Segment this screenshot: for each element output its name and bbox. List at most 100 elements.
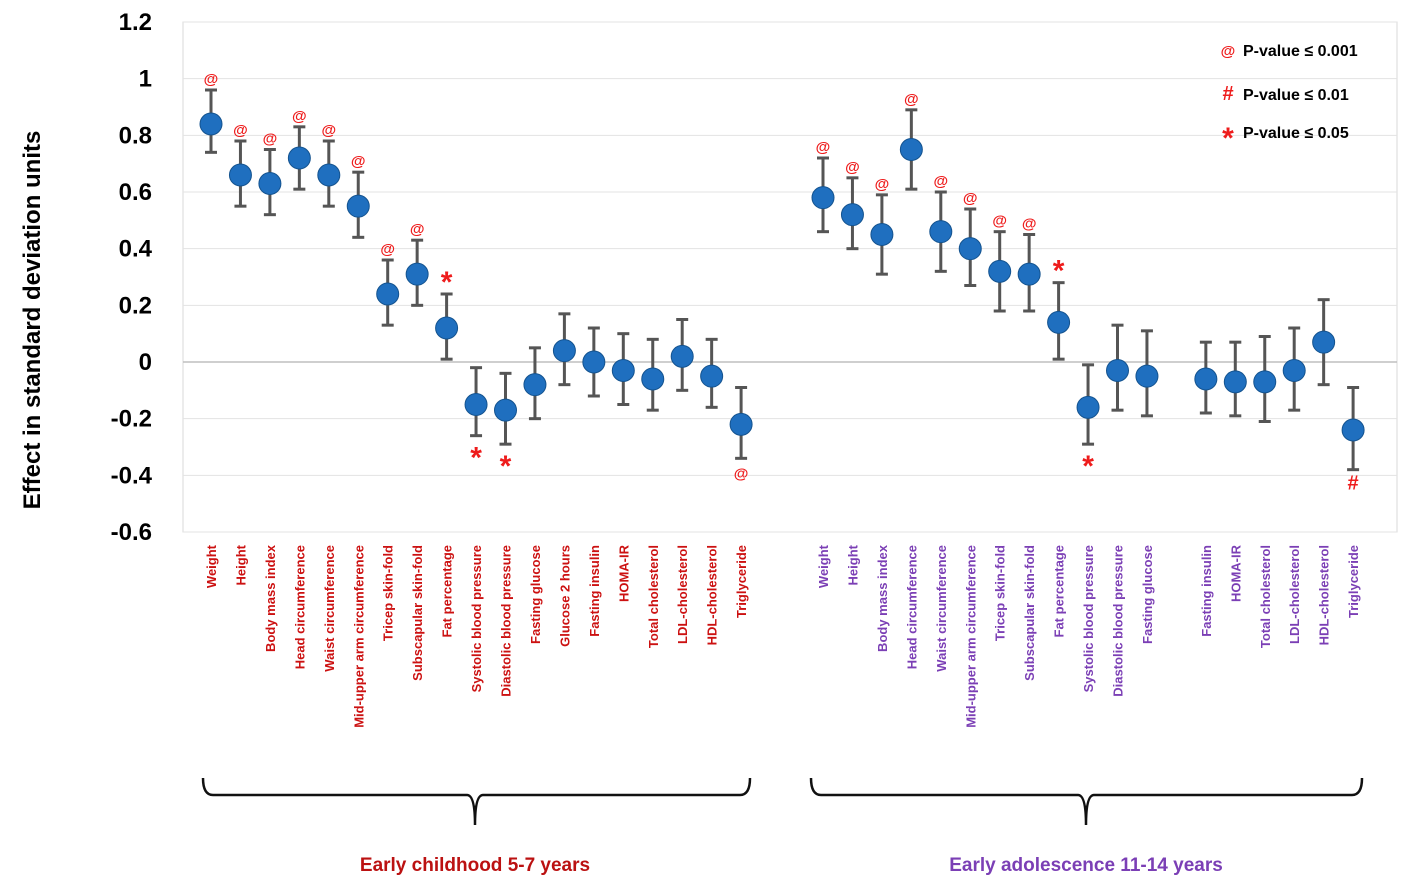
significance-marker: @ (410, 221, 425, 238)
y-tick-label: 0 (139, 349, 152, 376)
data-points: @ @ @ @ @ @ @ @ * * * @ @ @ @ @ @ @ @ @ * * # (199, 71, 1365, 495)
point-marker (1135, 364, 1159, 388)
error-bar-point: @ (317, 122, 341, 208)
point-marker (376, 282, 400, 306)
point-marker (641, 367, 665, 391)
category-label: Tricep skin-fold (381, 545, 396, 641)
category-label: HDL-cholesterol (705, 545, 720, 645)
point-marker (1047, 310, 1071, 334)
legend-symbol: # (1222, 83, 1233, 105)
category-label: Fat percentage (440, 545, 455, 637)
legend: @ P-value ≤ 0.001 # P-value ≤ 0.01 * P-value … (1221, 43, 1358, 155)
significance-marker: * (470, 442, 482, 475)
category-label: Diastolic blood pressure (499, 545, 514, 697)
point-marker (1106, 359, 1129, 382)
error-bar-point (1312, 298, 1336, 387)
category-label: LDL-cholesterol (1287, 545, 1302, 644)
category-label: Body mass index (263, 544, 278, 652)
category-label: LDL-cholesterol (675, 545, 690, 644)
significance-marker: @ (1022, 216, 1037, 233)
error-bar-point (582, 326, 606, 398)
error-bar-point (641, 337, 665, 412)
error-bar-point: * (494, 371, 517, 483)
point-marker (988, 259, 1012, 283)
error-bar-point (1223, 340, 1247, 418)
point-marker (811, 186, 835, 210)
error-bar-point (611, 332, 635, 406)
error-bar-point (1135, 329, 1159, 418)
error-bar-point: @ (958, 190, 982, 287)
point-marker (523, 373, 547, 397)
error-bar-point: @ (988, 213, 1012, 313)
significance-marker: @ (204, 71, 219, 88)
category-label: Weight (816, 544, 831, 588)
error-bar-point: @ (228, 122, 252, 208)
point-marker (1194, 367, 1218, 391)
point-marker (494, 398, 517, 422)
category-label: Weight (204, 544, 219, 588)
error-bar-point: @ (899, 91, 923, 191)
category-label: Waist circumference (322, 545, 337, 672)
error-bar-point: @ (870, 176, 894, 276)
legend-symbol: @ (1221, 43, 1236, 60)
point-marker (899, 138, 923, 161)
category-label: Fasting glucose (1140, 545, 1155, 644)
error-bar-point: # (1341, 386, 1365, 495)
point-marker (700, 364, 724, 388)
significance-marker: @ (904, 91, 919, 108)
significance-marker: @ (963, 190, 978, 207)
point-marker (870, 223, 894, 246)
category-label: Fasting insulin (587, 545, 602, 637)
point-marker (958, 237, 982, 261)
category-label: Diastolic blood pressure (1111, 545, 1126, 697)
error-bar-point: @ (287, 108, 311, 191)
error-bar-point: @ (199, 71, 223, 154)
category-label: Fasting insulin (1199, 545, 1214, 637)
group-title: Early childhood 5-7 years (360, 855, 590, 876)
category-label: Body mass index (875, 544, 890, 652)
category-label: Fat percentage (1052, 545, 1067, 637)
category-label: Height (845, 544, 860, 585)
point-marker (258, 172, 282, 195)
point-marker (405, 262, 429, 286)
error-bar-point: @ (405, 221, 429, 307)
category-labels: Weight Height Body mass index Head circumfe… (204, 544, 1361, 728)
point-marker (929, 220, 953, 244)
y-tick-label: -0.6 (111, 519, 152, 546)
category-label: HOMA-IR (616, 544, 631, 602)
category-label: Height (233, 544, 248, 585)
legend-label: P-value ≤ 0.05 (1243, 125, 1349, 142)
plot-frame (182, 21, 1398, 533)
point-marker (729, 412, 753, 436)
category-label: Systolic blood pressure (1081, 545, 1096, 692)
category-label: HOMA-IR (1228, 544, 1243, 602)
category-label: Tricep skin-fold (993, 545, 1008, 641)
point-marker (1341, 418, 1365, 442)
point-marker (1312, 330, 1336, 354)
error-bar-point: @ (376, 241, 400, 327)
legend-label: P-value ≤ 0.01 (1243, 87, 1349, 104)
significance-marker: * (1053, 255, 1065, 288)
point-marker (670, 344, 694, 368)
significance-marker: * (441, 266, 453, 299)
y-axis-label: Effect in standard deviation units (19, 131, 46, 510)
significance-marker: # (1348, 473, 1359, 495)
point-marker (199, 112, 223, 136)
significance-marker: @ (321, 122, 336, 139)
category-label: Subscapular skin-fold (1022, 545, 1037, 681)
significance-marker: @ (875, 176, 890, 193)
group-brackets: Early childhood 5-7 years Early adolescen… (201, 777, 1364, 876)
significance-marker: @ (992, 213, 1007, 230)
error-bar-point: @ (929, 173, 953, 273)
error-bar-point (1194, 340, 1218, 415)
category-label: Mid-upper arm circumference (963, 545, 978, 728)
category-label: Triglyceride (1346, 545, 1361, 618)
point-marker (346, 194, 370, 218)
significance-marker: @ (380, 241, 395, 258)
category-label: Waist circumference (934, 545, 949, 672)
significance-marker: @ (351, 153, 366, 170)
gridlines (183, 21, 1397, 533)
category-label: Total cholesterol (1258, 545, 1273, 648)
category-label: Head circumference (904, 545, 919, 669)
